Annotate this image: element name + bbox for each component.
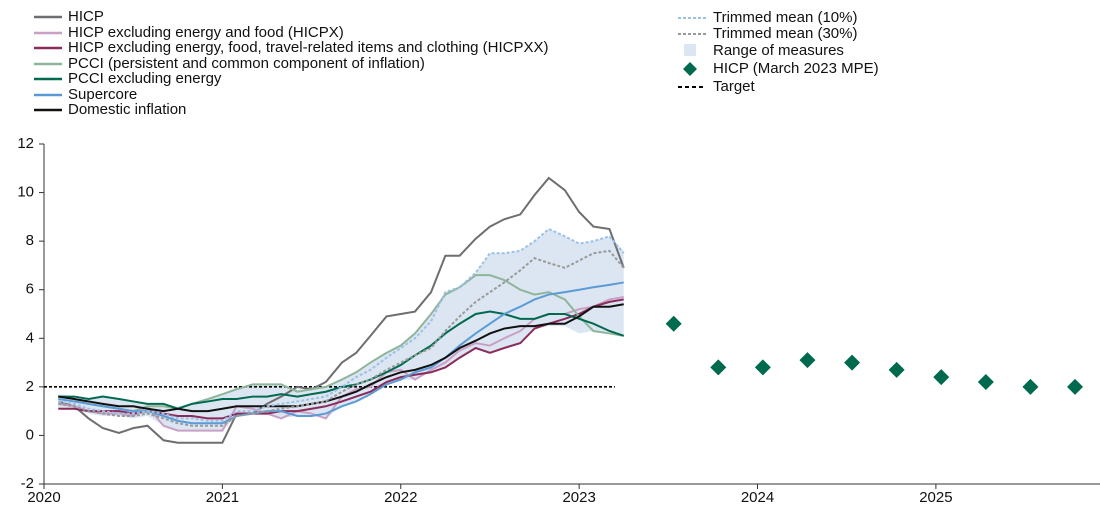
projection-marker <box>844 354 861 371</box>
y-tick-label: 12 <box>17 135 34 152</box>
legend-label: HICP excluding energy and food (HICPX) <box>68 24 344 41</box>
x-tick-label: 2020 <box>27 489 60 506</box>
series-line <box>57 176 625 444</box>
y-tick-label: 10 <box>17 184 34 201</box>
legend-swatch <box>683 62 697 76</box>
projection-marker <box>888 361 905 378</box>
projection-marker <box>799 352 816 369</box>
projection-marker <box>665 315 682 332</box>
projection-marker <box>1022 378 1039 395</box>
series-line <box>58 303 624 413</box>
y-tick-label: 0 <box>26 426 34 443</box>
x-tick-label: 2022 <box>384 489 417 506</box>
legend-label: PCCI excluding energy <box>68 70 222 87</box>
legend-swatch <box>684 44 696 56</box>
projection-marker <box>1067 378 1084 395</box>
legend-label: Trimmed mean (30%) <box>713 25 857 42</box>
legend-label: Trimmed mean (10%) <box>713 9 857 26</box>
series-line <box>58 310 625 410</box>
x-tick-label: 2023 <box>562 489 595 506</box>
legend-label: Domestic inflation <box>68 101 186 118</box>
x-tick-label: 2025 <box>919 489 952 506</box>
y-tick-label: 6 <box>26 281 34 298</box>
projection-marker <box>754 359 771 376</box>
legend-label: Supercore <box>68 86 137 103</box>
legend-label: Range of measures <box>713 42 844 59</box>
legend-label: HICP excluding energy, food, travel-rela… <box>68 39 549 56</box>
y-tick-label: 8 <box>26 232 34 249</box>
legend-label: HICP (March 2023 MPE) <box>713 60 879 77</box>
series-line <box>58 274 624 413</box>
projection-marker <box>710 359 727 376</box>
series-line <box>58 227 625 422</box>
projection-marker <box>977 374 994 390</box>
range-area <box>58 229 624 431</box>
legend-label: Target <box>713 78 756 95</box>
x-tick-label: 2021 <box>206 489 239 506</box>
legend-label: PCCI (persistent and common component of… <box>68 55 425 72</box>
legend-label: HICP <box>68 8 104 25</box>
y-tick-label: 2 <box>26 378 34 395</box>
projection-marker <box>933 369 950 386</box>
series-line <box>58 249 625 427</box>
x-tick-label: 2024 <box>741 489 774 506</box>
y-tick-label: -2 <box>21 475 34 492</box>
y-tick-label: 4 <box>26 329 34 346</box>
